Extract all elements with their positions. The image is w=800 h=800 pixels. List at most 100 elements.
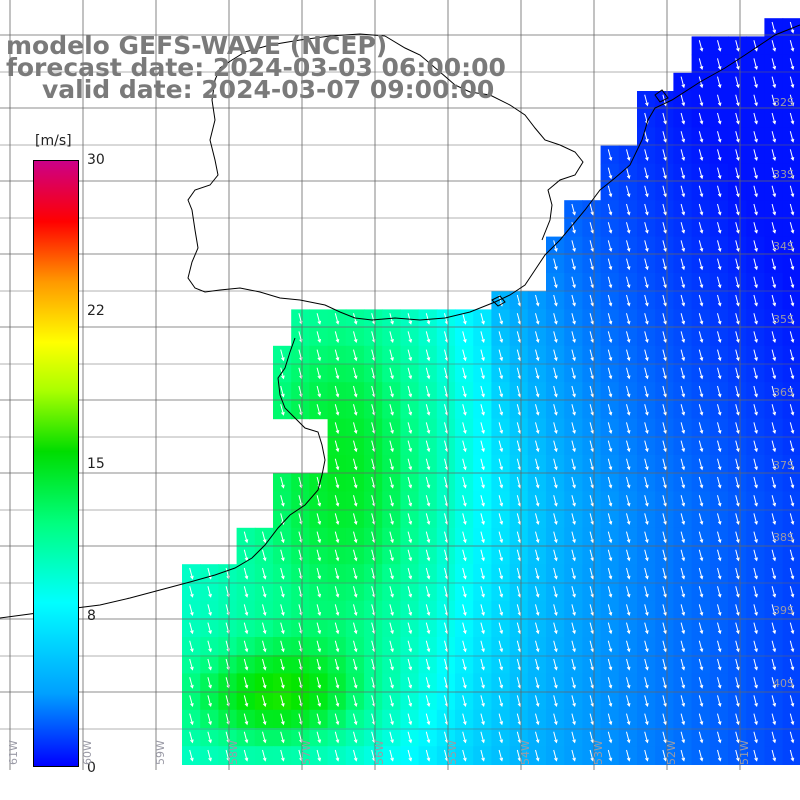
wind-arrow xyxy=(480,422,485,435)
wind-arrow xyxy=(498,567,504,580)
wind-arrow xyxy=(717,40,722,52)
wind-arrow xyxy=(662,713,667,726)
wind-arrow xyxy=(735,276,740,289)
wind-arrow xyxy=(553,331,558,344)
wind-arrow xyxy=(607,731,613,744)
wind-arrow xyxy=(571,604,576,617)
wind-arrow xyxy=(662,695,667,708)
wind-arrow xyxy=(207,749,212,762)
wind-arrow xyxy=(407,586,413,598)
wind-arrow xyxy=(753,677,758,689)
wind-arrow xyxy=(425,586,431,598)
wind-arrow xyxy=(425,385,431,398)
wind-arrow xyxy=(280,367,285,380)
lon-label-53w: 53W xyxy=(592,740,605,765)
wind-arrow xyxy=(589,549,595,562)
wind-arrow xyxy=(589,203,595,216)
wind-arrow xyxy=(516,622,522,635)
wind-arrow xyxy=(262,695,267,708)
wind-arrow xyxy=(571,203,576,216)
wind-arrow xyxy=(753,604,758,617)
wind-arrow xyxy=(553,586,558,598)
wind-arrow xyxy=(553,367,558,380)
wind-arrow xyxy=(571,367,576,380)
wind-arrow xyxy=(644,586,649,598)
wind-arrow xyxy=(589,531,595,544)
wind-arrow xyxy=(480,495,485,507)
wind-arrow xyxy=(425,640,431,653)
wind-arrow xyxy=(771,440,777,453)
wind-arrow xyxy=(789,658,795,671)
wind-arrow xyxy=(353,385,358,398)
wind-arrow xyxy=(717,604,722,617)
wind-arrow xyxy=(389,476,394,489)
wind-arrow xyxy=(480,586,485,598)
colorbar xyxy=(33,160,79,767)
wind-arrow xyxy=(626,404,631,416)
wind-arrow xyxy=(626,513,631,526)
wind-arrow xyxy=(480,677,485,689)
wind-arrow xyxy=(280,404,285,416)
wind-arrow xyxy=(462,713,467,726)
wind-arrow xyxy=(498,604,504,617)
wind-arrow xyxy=(662,294,667,307)
wind-arrow xyxy=(462,586,467,598)
wind-arrow xyxy=(789,713,795,726)
wind-arrow xyxy=(771,713,777,726)
wind-arrow xyxy=(698,222,704,234)
wind-arrow xyxy=(753,385,758,398)
wind-arrow xyxy=(753,749,758,762)
wind-arrow xyxy=(425,331,431,344)
wind-arrow xyxy=(498,476,504,489)
wind-arrow xyxy=(644,385,649,398)
wind-arrow xyxy=(607,404,613,416)
wind-arrow xyxy=(334,713,340,726)
wind-arrow xyxy=(735,458,740,471)
wind-arrow xyxy=(607,222,613,234)
wind-arrow xyxy=(698,658,704,671)
wind-arrow xyxy=(407,531,413,544)
wind-arrow xyxy=(262,749,267,762)
wind-arrow xyxy=(516,658,522,671)
wind-arrow xyxy=(280,495,285,507)
wind-arrow xyxy=(553,513,558,526)
wind-arrow xyxy=(717,149,722,162)
lat-label-36s: 36S xyxy=(773,386,794,399)
wind-arrow xyxy=(644,458,649,471)
wind-arrow xyxy=(462,440,467,453)
wind-arrow xyxy=(316,604,322,617)
wind-arrow xyxy=(535,749,540,762)
wind-arrow xyxy=(717,185,722,198)
wind-arrow xyxy=(389,695,394,708)
wind-arrow xyxy=(316,531,322,544)
wind-arrow xyxy=(607,422,613,435)
colorbar-tick-15: 15 xyxy=(87,456,105,472)
wind-arrow xyxy=(698,276,704,289)
wind-arrow xyxy=(644,476,649,489)
wind-arrow xyxy=(243,640,249,653)
wind-arrow xyxy=(644,695,649,708)
wind-arrow xyxy=(662,222,667,234)
wind-arrow xyxy=(644,604,649,617)
wind-arrow xyxy=(680,131,686,143)
wind-arrow xyxy=(480,695,485,708)
wind-arrow xyxy=(753,731,758,744)
wind-arrow xyxy=(644,440,649,453)
wind-arrow xyxy=(717,276,722,289)
wind-arrow xyxy=(516,586,522,598)
wind-arrow xyxy=(571,549,576,562)
wind-arrow xyxy=(589,331,595,344)
wind-arrow xyxy=(207,731,212,744)
wind-arrow xyxy=(717,112,722,125)
wind-arrow xyxy=(698,40,704,52)
wind-arrow xyxy=(626,531,631,544)
wind-arrow xyxy=(189,713,194,726)
wind-arrow xyxy=(425,677,431,689)
wind-arrow xyxy=(571,567,576,580)
wind-arrow xyxy=(571,276,576,289)
wind-arrow xyxy=(607,240,613,253)
wind-arrow xyxy=(462,404,467,416)
wind-arrow xyxy=(462,604,467,617)
wind-arrow xyxy=(262,549,267,562)
wind-arrow xyxy=(535,313,540,325)
